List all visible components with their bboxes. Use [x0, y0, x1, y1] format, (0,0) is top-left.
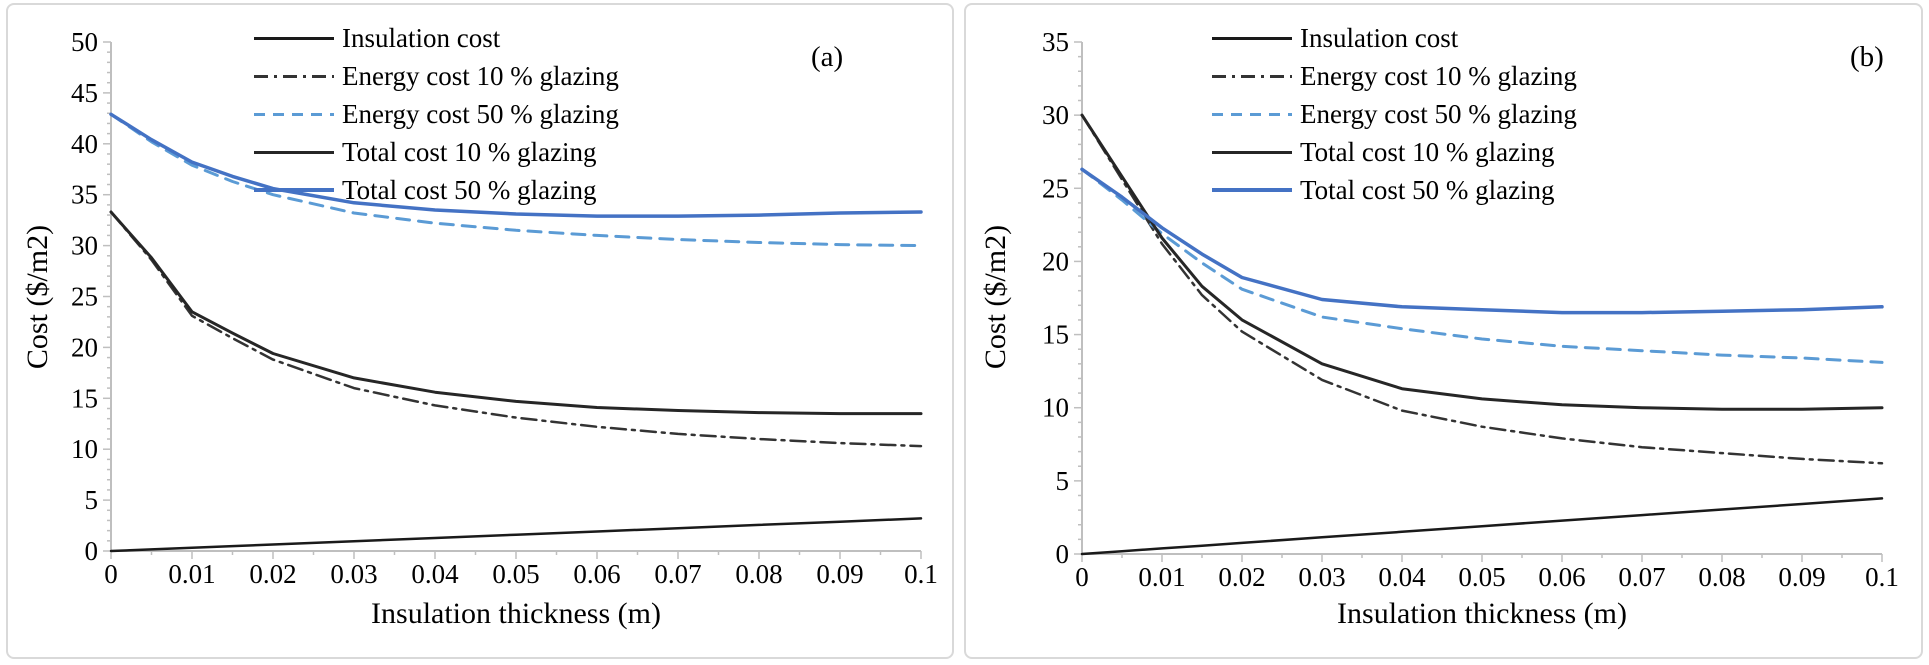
- legend-label: Total cost 10 % glazing: [342, 136, 597, 167]
- panel-label-a: (a): [811, 41, 844, 73]
- legend-label: Energy cost 10 % glazing: [1300, 60, 1577, 91]
- x-tick-label: 0.07: [1618, 562, 1665, 592]
- legend-line-solid-blue-icon: [1212, 188, 1292, 192]
- x-tick-label: 0.01: [168, 559, 215, 589]
- y-tick-label: 35: [1042, 27, 1069, 57]
- legend-line-dashdot-icon: [254, 74, 334, 78]
- legend-line-solid-black-icon: [254, 36, 334, 40]
- series-line-total-cost-10-glazing: [1080, 113, 1884, 411]
- legend-line-dashed-blue-icon: [1212, 112, 1292, 116]
- series-line-insulation-cost: [1080, 497, 1884, 556]
- y-tick-label: 35: [71, 180, 98, 210]
- legend-b: Insulation cost Energy cost 10 % glazing…: [1212, 19, 1577, 209]
- legend-label: Total cost 10 % glazing: [1300, 136, 1555, 167]
- x-tick-label: 0.08: [735, 559, 782, 589]
- series-line-insulation-cost: [109, 517, 923, 553]
- series-line-energy-cost-10-glazing: [1080, 113, 1884, 465]
- panel-label-b: (b): [1850, 41, 1884, 73]
- legend-a: Insulation cost Energy cost 10 % glazing…: [254, 19, 619, 209]
- y-tick-label: 10: [1042, 393, 1069, 423]
- legend-label: Total cost 50 % glazing: [1300, 174, 1555, 205]
- x-tick-label: 0.04: [411, 559, 459, 589]
- x-tick-label: 0.07: [654, 559, 701, 589]
- legend-item-energy-cost-50: Energy cost 50 % glazing: [1212, 95, 1577, 133]
- x-tick-label: 0.02: [249, 559, 296, 589]
- x-tick-label: 0.09: [1778, 562, 1825, 592]
- y-tick-label: 5: [85, 485, 99, 515]
- y-tick-label: 25: [1042, 173, 1069, 203]
- y-tick-label: 45: [71, 78, 98, 108]
- series-line-energy-cost-50-glazing: [1080, 167, 1884, 364]
- y-tick-label: 5: [1056, 466, 1070, 496]
- series-line-total-cost-50-glazing: [109, 112, 923, 218]
- x-tick-label: 0.1: [904, 559, 938, 589]
- x-tick-label: 0: [104, 559, 118, 589]
- chart-b-canvas: 0 5 10 15 20 25 30 35 0 0.01 0.02 0.03 0.04 0.05 0.06 0…: [1042, 27, 1899, 592]
- legend-item-energy-cost-10: Energy cost 10 % glazing: [1212, 57, 1577, 95]
- x-tick-label: 0.02: [1218, 562, 1265, 592]
- x-tick-label: 0.05: [1458, 562, 1505, 592]
- x-tick-label: 0.04: [1378, 562, 1426, 592]
- x-tick-label: 0.03: [1298, 562, 1345, 592]
- x-tick-label: 0.06: [1538, 562, 1585, 592]
- series-line-energy-cost-50-glazing: [109, 112, 923, 248]
- x-tick-label: 0.05: [492, 559, 539, 589]
- series-line-total-cost-10-glazing: [109, 210, 923, 416]
- legend-item-insulation-cost: Insulation cost: [254, 19, 619, 57]
- y-axis-title: Cost ($/m2): [979, 224, 1012, 370]
- x-tick-label: 0.03: [330, 559, 377, 589]
- legend-label: Insulation cost: [342, 22, 501, 53]
- y-tick-label: 15: [71, 383, 98, 413]
- y-tick-label: 20: [71, 332, 98, 362]
- legend-line-dashed-blue-icon: [254, 112, 334, 116]
- y-tick-label: 20: [1042, 246, 1069, 276]
- legend-label: Energy cost 10 % glazing: [342, 60, 619, 91]
- y-tick-label: 0: [1056, 539, 1070, 569]
- legend-line-solid-dark-icon: [1212, 150, 1292, 154]
- legend-item-insulation-cost: Insulation cost: [1212, 19, 1577, 57]
- legend-item-total-cost-10: Total cost 10 % glazing: [254, 133, 619, 171]
- legend-label: Energy cost 50 % glazing: [342, 98, 619, 129]
- y-tick-label: 25: [71, 282, 98, 312]
- x-tick-label: 0.06: [573, 559, 620, 589]
- y-tick-label: 0: [85, 536, 99, 566]
- x-axis-title: Insulation thickness (m): [371, 597, 661, 630]
- legend-line-solid-black-icon: [1212, 36, 1292, 40]
- x-tick-label: 0.08: [1698, 562, 1745, 592]
- y-tick-label: 50: [71, 27, 98, 57]
- legend-item-total-cost-10: Total cost 10 % glazing: [1212, 133, 1577, 171]
- y-axis-title: Cost ($/m2): [21, 224, 54, 370]
- legend-item-energy-cost-10: Energy cost 10 % glazing: [254, 57, 619, 95]
- x-tick-label: 0.1: [1865, 562, 1899, 592]
- y-tick-label: 30: [71, 231, 98, 261]
- y-tick-label: 10: [71, 434, 98, 464]
- y-tick-label: 15: [1042, 320, 1069, 350]
- legend-line-solid-dark-icon: [254, 150, 334, 154]
- legend-item-total-cost-50: Total cost 50 % glazing: [1212, 171, 1577, 209]
- legend-label: Energy cost 50 % glazing: [1300, 98, 1577, 129]
- x-tick-label: 0: [1075, 562, 1089, 592]
- chart-a-canvas: 0 5 10 15 20 25 30 35 40 45 50 0 0.01 0.02 0.03 0.04 0.0…: [71, 27, 938, 589]
- legend-line-solid-blue-icon: [254, 188, 334, 192]
- y-tick-label: 40: [71, 129, 98, 159]
- x-tick-label: 0.01: [1138, 562, 1185, 592]
- legend-line-dashdot-icon: [1212, 74, 1292, 78]
- series-line-energy-cost-10-glazing: [109, 210, 923, 448]
- chart-panel-a: 0 5 10 15 20 25 30 35 40 45 50 0 0.01 0.02 0.03 0.04 0.0…: [6, 3, 954, 659]
- x-tick-label: 0.09: [816, 559, 863, 589]
- y-tick-label: 30: [1042, 100, 1069, 130]
- legend-item-energy-cost-50: Energy cost 50 % glazing: [254, 95, 619, 133]
- series-line-total-cost-50-glazing: [1080, 167, 1884, 315]
- x-axis-title: Insulation thickness (m): [1337, 597, 1627, 630]
- legend-label: Total cost 50 % glazing: [342, 174, 597, 205]
- legend-item-total-cost-50: Total cost 50 % glazing: [254, 171, 619, 209]
- chart-panel-b: 0 5 10 15 20 25 30 35 0 0.01 0.02 0.03 0.04 0.05 0.06 0…: [964, 3, 1923, 659]
- legend-label: Insulation cost: [1300, 22, 1459, 53]
